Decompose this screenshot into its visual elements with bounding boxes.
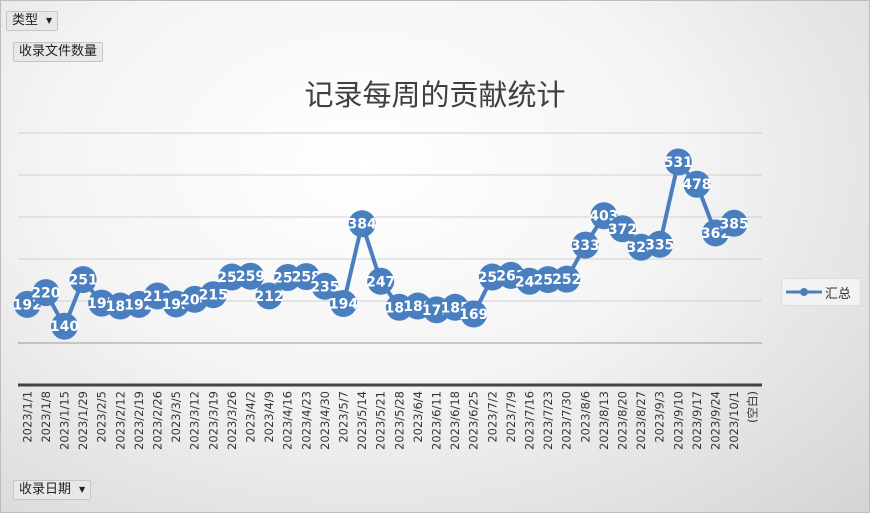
value-field-label: 收录文件数量 — [19, 44, 98, 59]
data-label: 192 — [13, 297, 42, 313]
data-label: 259 — [236, 269, 265, 285]
data-label: 478 — [682, 177, 711, 193]
x-tick-label: 2023/2/26 — [151, 391, 165, 450]
data-label: 335 — [645, 237, 674, 253]
x-tick-label: 2023/4/2 — [244, 391, 258, 443]
data-label: 333 — [571, 238, 600, 254]
data-point[interactable] — [51, 312, 78, 340]
x-tick-label: 2023/4/30 — [318, 391, 332, 450]
data-label: 212 — [254, 289, 283, 305]
x-tick-label: 2023/5/21 — [374, 391, 388, 450]
x-tick-label: 2023/5/14 — [355, 391, 369, 450]
x-tick-label: 2023/9/24 — [709, 391, 723, 450]
x-tick-label: 2023/7/9 — [504, 391, 518, 443]
data-point[interactable] — [348, 210, 376, 238]
data-point[interactable] — [664, 148, 692, 176]
x-tick-label: 2023/1/1 — [20, 391, 34, 443]
data-label: 251 — [68, 273, 97, 289]
x-tick-label: 2023/9/3 — [653, 391, 667, 443]
data-label: 220 — [31, 286, 60, 302]
data-label: 252 — [552, 272, 581, 288]
data-label: 384 — [347, 217, 376, 233]
x-tick-label: 2023/1/8 — [39, 391, 53, 443]
x-tick-label: 2023/5/7 — [337, 391, 351, 443]
x-tick-label: 2023/6/11 — [430, 391, 444, 450]
data-label: 215 — [199, 288, 228, 304]
legend: 汇总 — [781, 278, 861, 306]
data-point[interactable] — [255, 282, 283, 310]
x-tick-label: 2023/1/15 — [58, 391, 72, 450]
x-tick-label: 2023/7/23 — [541, 391, 555, 450]
data-label: 531 — [664, 155, 693, 171]
x-tick-label: 2023/1/29 — [76, 391, 90, 450]
axis-field-label: 收录日期 — [19, 482, 72, 497]
x-tick-label: 2023/4/16 — [281, 391, 295, 450]
x-tick-label: (空白) — [746, 391, 760, 423]
legend-swatch — [786, 288, 822, 296]
data-point[interactable] — [571, 231, 599, 259]
data-point[interactable] — [32, 279, 60, 307]
data-point[interactable] — [199, 281, 227, 309]
data-label: 140 — [50, 319, 79, 335]
x-tick-label: 2023/8/6 — [578, 391, 592, 443]
x-tick-label: 2023/7/2 — [485, 391, 499, 443]
x-tick-label: 2023/9/10 — [671, 391, 685, 450]
data-label: 235 — [310, 279, 339, 295]
legend-label: 汇总 — [825, 287, 852, 302]
data-point[interactable] — [311, 272, 339, 300]
data-label: 385 — [719, 216, 748, 232]
data-point[interactable] — [69, 266, 97, 294]
data-point[interactable] — [330, 290, 357, 318]
data-label: 194 — [329, 297, 358, 313]
data-point[interactable] — [683, 170, 711, 198]
data-markers: 1922201402511951881922121932042152572592… — [13, 148, 749, 340]
x-tick-label: 2023/4/23 — [299, 391, 313, 450]
data-label: 169 — [459, 307, 488, 323]
x-tick-label: 2023/3/12 — [188, 391, 202, 450]
chevron-down-icon: ▼ — [46, 16, 53, 25]
chart-title: 记录每周的贡献统计 — [304, 78, 566, 112]
axis-field-dropdown[interactable]: 收录日期 ▼ — [13, 480, 92, 500]
chevron-down-icon: ▼ — [79, 485, 86, 494]
x-tick-label: 2023/2/19 — [132, 391, 146, 450]
data-point[interactable] — [609, 215, 636, 243]
x-tick-label: 2023/3/26 — [225, 391, 239, 450]
x-tick-label: 2023/9/17 — [690, 391, 704, 450]
x-tick-label: 2023/8/13 — [597, 391, 611, 450]
data-point[interactable] — [553, 265, 581, 293]
data-point[interactable] — [720, 209, 748, 237]
data-label: 372 — [608, 222, 637, 238]
type-filter-dropdown[interactable]: 类型 ▼ — [6, 11, 59, 31]
x-tick-label: 2023/4/9 — [262, 391, 276, 443]
data-point[interactable] — [460, 300, 488, 328]
x-tick-label: 2023/3/19 — [206, 391, 220, 450]
x-tick-labels: 2023/1/1 2023/1/8 2023/1/15 2023/1/29 2023/2… — [20, 391, 759, 450]
value-field-button[interactable]: 收录文件数量 — [13, 42, 104, 62]
x-tick-label: 2023/8/27 — [634, 391, 648, 450]
x-tick-label: 2023/7/30 — [560, 391, 574, 450]
x-tick-label: 2023/5/28 — [392, 391, 406, 450]
data-point[interactable] — [646, 230, 674, 258]
data-label: 403 — [589, 209, 618, 225]
x-tick-label: 2023/8/20 — [616, 391, 630, 450]
x-tick-label: 2023/2/12 — [113, 391, 127, 450]
x-tick-label: 2023/6/25 — [467, 391, 481, 450]
data-point[interactable] — [237, 262, 264, 290]
x-tick-label: 2023/10/1 — [727, 391, 741, 450]
x-tick-label: 2023/3/5 — [169, 391, 183, 443]
data-point[interactable] — [367, 267, 395, 295]
x-tick-label: 2023/7/16 — [523, 391, 537, 450]
data-label: 247 — [366, 274, 395, 290]
x-tick-label: 2023/2/5 — [95, 391, 109, 443]
x-tick-label: 2023/6/4 — [411, 391, 425, 443]
x-tick-label: 2023/6/18 — [448, 391, 462, 450]
type-filter-label: 类型 — [12, 13, 39, 28]
